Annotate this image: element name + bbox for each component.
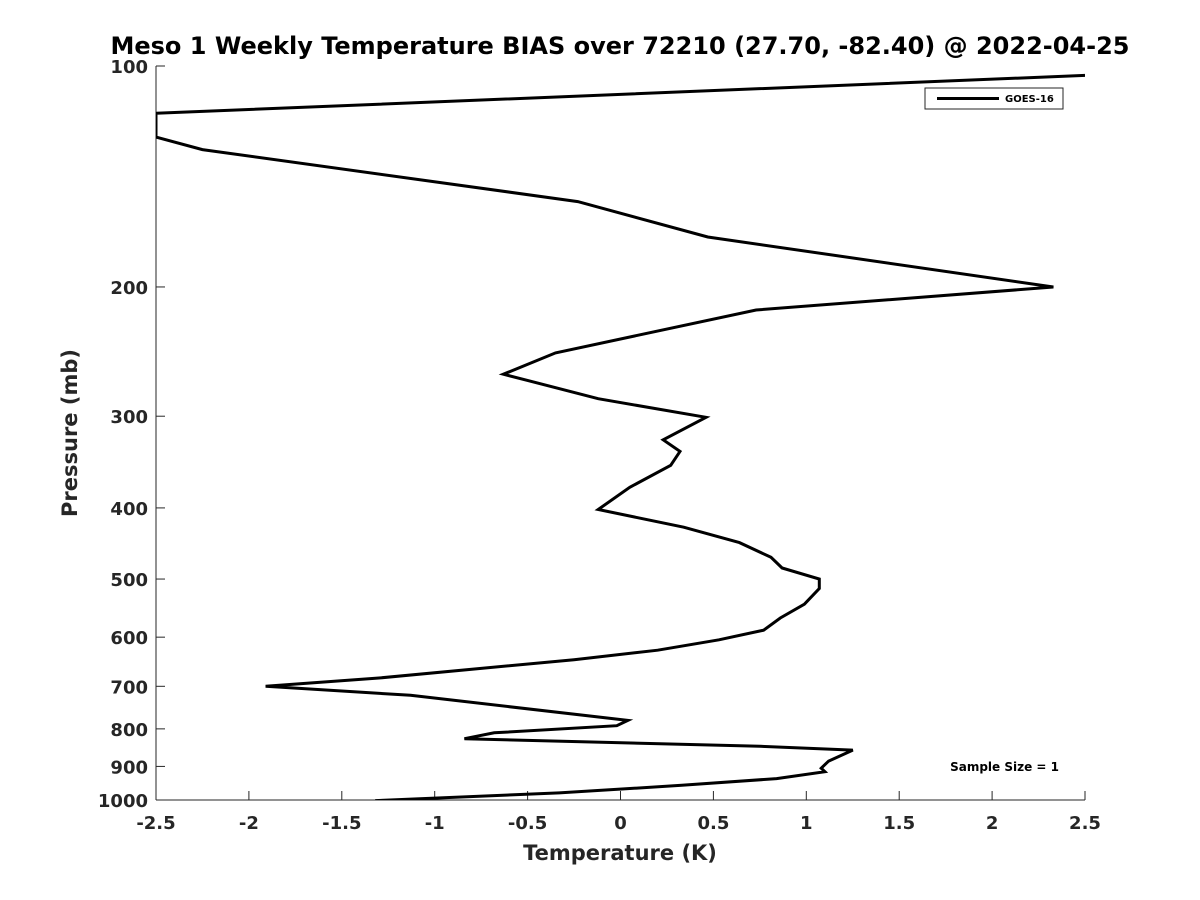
- series-group: [156, 73, 1085, 800]
- x-tick-label: -0.5: [508, 813, 547, 834]
- x-tick-label: -2.5: [136, 813, 175, 834]
- y-tick-label: 200: [110, 278, 148, 299]
- x-tick-label: 0: [614, 813, 627, 834]
- y-axis-label: Pressure (mb): [58, 349, 82, 517]
- x-tick-label: 0.5: [697, 813, 729, 834]
- x-tick-label: 1: [800, 813, 813, 834]
- x-tick-label: -2: [239, 813, 259, 834]
- y-tick-label: 800: [110, 720, 148, 741]
- y-ticks: 100 200 300 400 500 600 700 800 900 1000: [98, 57, 165, 812]
- y-tick-label: 500: [110, 570, 148, 591]
- y-tick-label: 100: [110, 57, 148, 78]
- y-tick-label: 900: [110, 757, 148, 778]
- x-tick-label: -1.5: [322, 813, 361, 834]
- y-tick-label: 300: [110, 407, 148, 428]
- y-tick-label: 400: [110, 499, 148, 520]
- series-line-goes-16: [156, 73, 1085, 800]
- chart-title: Meso 1 Weekly Temperature BIAS over 7221…: [110, 32, 1129, 60]
- x-ticks: -2.5 -2 -1.5 -1 -0.5 0 0.5 1 1.5 2 2.5: [136, 791, 1101, 834]
- x-tick-label: 2: [986, 813, 999, 834]
- x-axis-label: Temperature (K): [523, 841, 717, 865]
- legend-label-goes-16: GOES-16: [1005, 94, 1054, 105]
- y-tick-label: 1000: [98, 791, 148, 812]
- x-tick-label: 2.5: [1069, 813, 1101, 834]
- x-tick-label: 1.5: [883, 813, 915, 834]
- y-tick-label: 700: [110, 677, 148, 698]
- x-tick-label: -1: [425, 813, 445, 834]
- legend: GOES-16: [924, 87, 1064, 110]
- sample-size-annotation: Sample Size = 1: [950, 760, 1059, 774]
- y-tick-label: 600: [110, 628, 148, 649]
